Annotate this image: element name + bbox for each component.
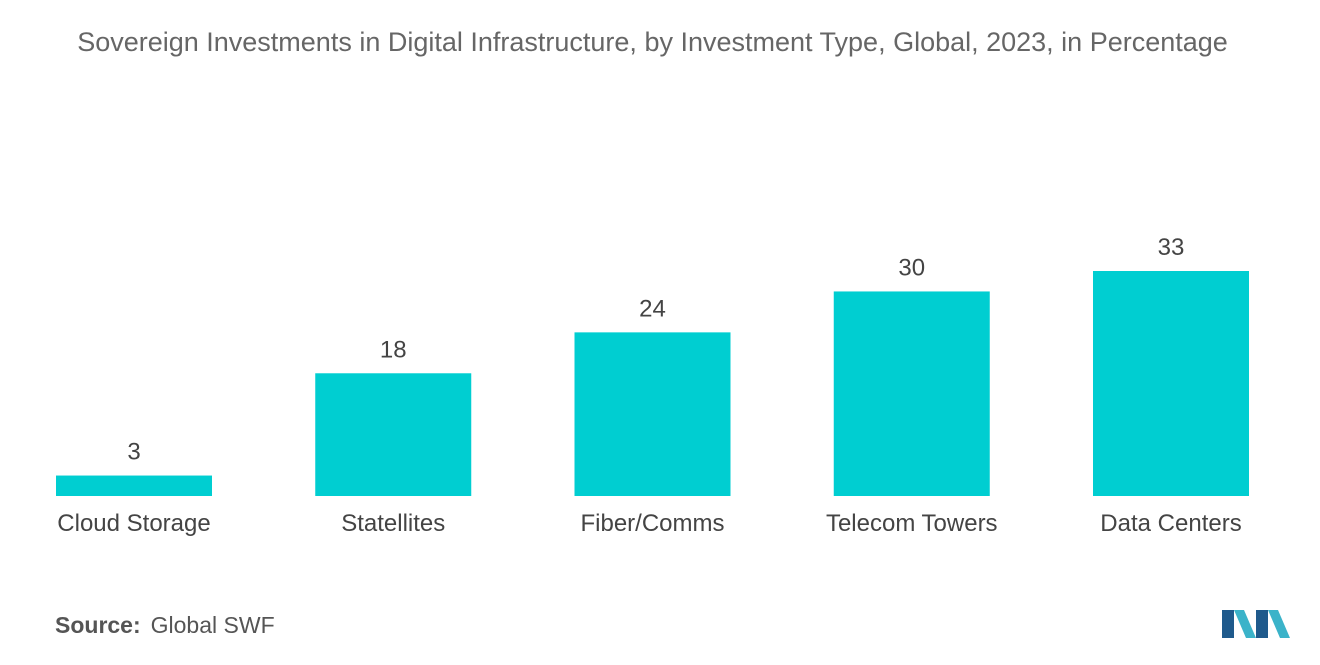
category-label-telecom-towers: Telecom Towers [826,510,998,537]
value-label-fiber-comms: 24 [639,295,666,322]
bars-group [56,271,1249,496]
bar-data-centers [1093,271,1249,496]
category-label-fiber-comms: Fiber/Comms [580,510,724,537]
source-value: Global SWF [150,612,275,638]
category-labels-group: Cloud Storage Statellites Fiber/Comms Telec… [57,510,1241,537]
value-label-cloud-storage: 3 [127,439,140,466]
value-label-data-centers: 33 [1158,234,1185,261]
value-label-statellites: 18 [380,336,407,363]
value-label-telecom-towers: 30 [898,254,925,281]
bar-telecom-towers [833,291,990,496]
chart-title: Sovereign Investments in Digital Infrast… [77,27,1228,57]
category-label-statellites: Statellites [341,510,445,537]
category-label-data-centers: Data Centers [1100,510,1241,537]
source-note: Source: Global SWF [55,612,275,639]
bar-cloud-storage [56,475,212,496]
mordor-intelligence-logo-icon [1222,610,1290,638]
category-label-cloud-storage: Cloud Storage [57,510,210,537]
bar-fiber-comms [574,332,731,496]
value-labels-group: 3 18 24 30 33 [127,234,1184,466]
bar-statellites [315,373,472,496]
bar-chart: 3 18 24 30 33 Cloud Storage Statellites Fiber/… [56,234,1249,537]
source-label: Source: [55,612,141,638]
